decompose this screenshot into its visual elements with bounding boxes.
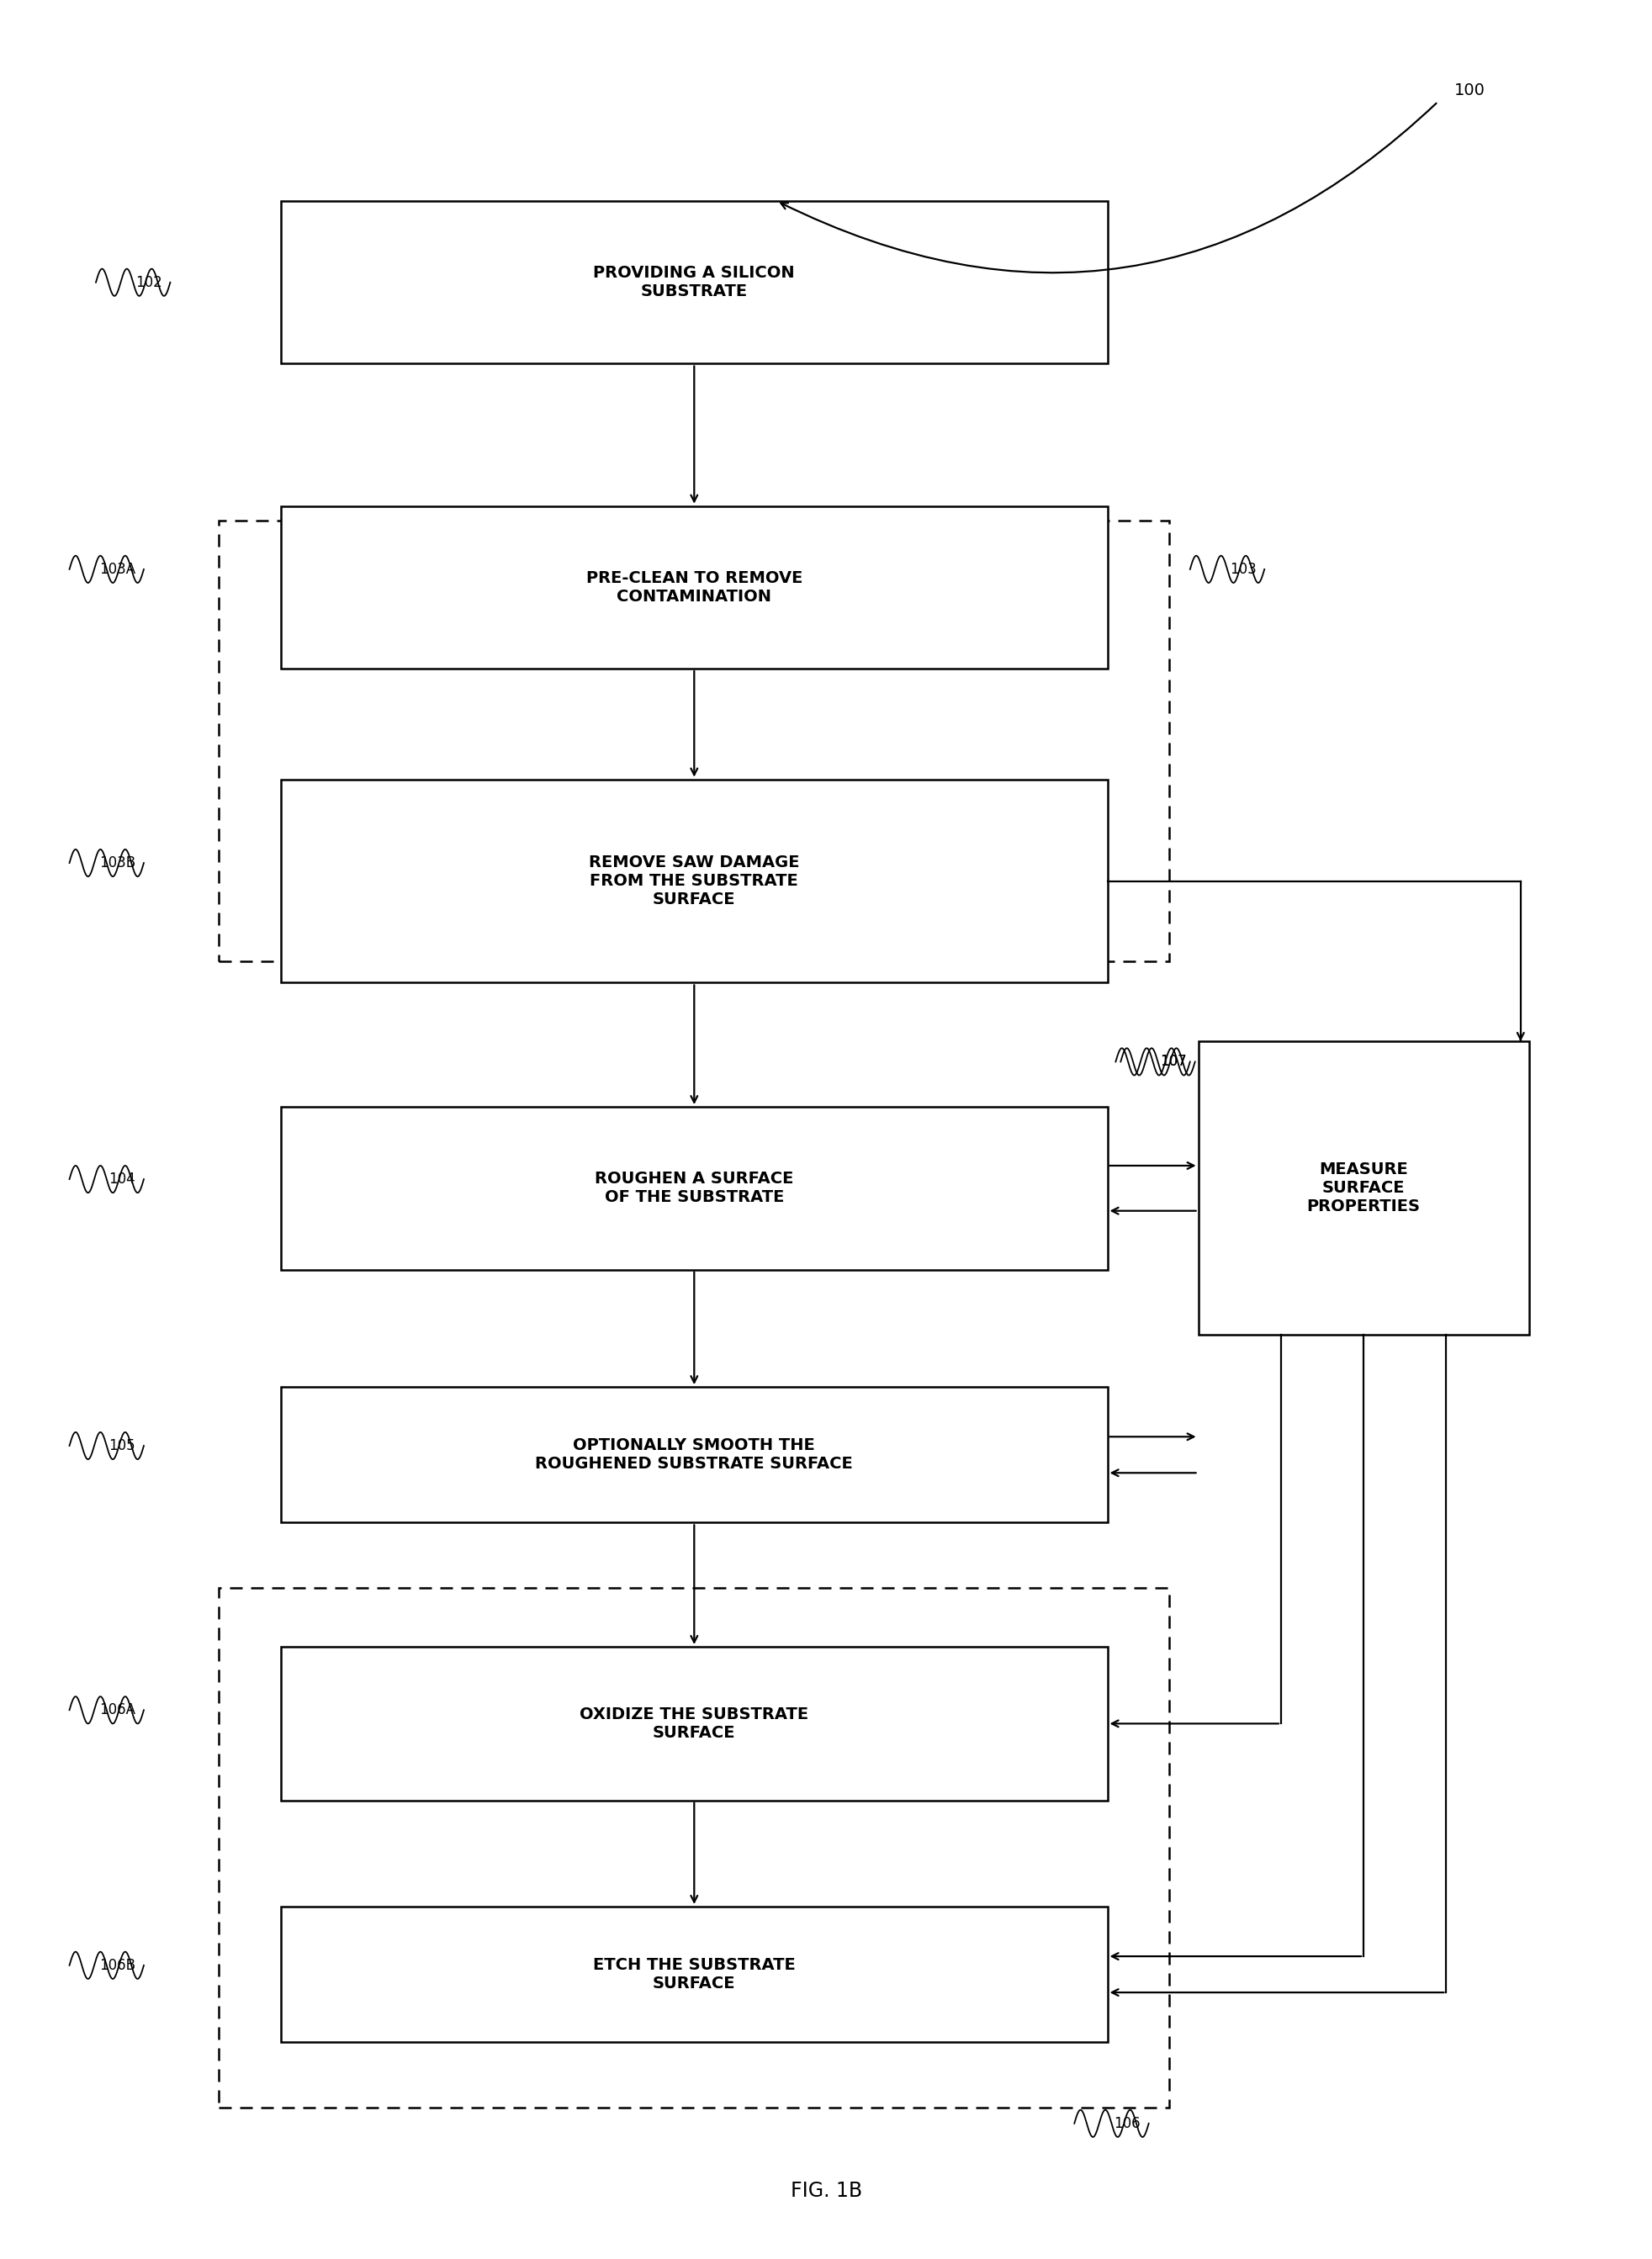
Bar bbox=[1198, 1041, 1528, 1335]
Text: 100: 100 bbox=[1454, 81, 1485, 99]
Text: OXIDIZE THE SUBSTRATE
SURFACE: OXIDIZE THE SUBSTRATE SURFACE bbox=[580, 1706, 808, 1742]
Text: 105: 105 bbox=[109, 1439, 135, 1453]
Bar bbox=[281, 1647, 1107, 1800]
Text: 106B: 106B bbox=[99, 1959, 135, 1972]
Bar bbox=[281, 1107, 1107, 1270]
Text: FIG. 1B: FIG. 1B bbox=[790, 2182, 862, 2200]
Text: REMOVE SAW DAMAGE
FROM THE SUBSTRATE
SURFACE: REMOVE SAW DAMAGE FROM THE SUBSTRATE SUR… bbox=[588, 854, 800, 908]
Text: 106A: 106A bbox=[99, 1703, 135, 1717]
Text: 106: 106 bbox=[1113, 2117, 1140, 2130]
Bar bbox=[281, 1387, 1107, 1523]
Text: 102: 102 bbox=[135, 276, 162, 289]
Text: MEASURE
SURFACE
PROPERTIES: MEASURE SURFACE PROPERTIES bbox=[1307, 1161, 1419, 1215]
Bar bbox=[281, 1907, 1107, 2042]
Bar bbox=[220, 520, 1170, 962]
Text: 104: 104 bbox=[109, 1172, 135, 1186]
Text: 107: 107 bbox=[1160, 1055, 1186, 1069]
Text: OPTIONALLY SMOOTH THE
ROUGHENED SUBSTRATE SURFACE: OPTIONALLY SMOOTH THE ROUGHENED SUBSTRAT… bbox=[535, 1437, 852, 1473]
Text: PRE-CLEAN TO REMOVE
CONTAMINATION: PRE-CLEAN TO REMOVE CONTAMINATION bbox=[586, 569, 801, 605]
Bar bbox=[281, 506, 1107, 669]
Text: ETCH THE SUBSTRATE
SURFACE: ETCH THE SUBSTRATE SURFACE bbox=[593, 1956, 795, 1992]
Text: 107: 107 bbox=[1160, 1055, 1186, 1069]
Bar bbox=[281, 779, 1107, 983]
Text: 103B: 103B bbox=[99, 856, 135, 870]
Text: 103A: 103A bbox=[99, 562, 135, 576]
Text: 103: 103 bbox=[1229, 562, 1256, 576]
Bar bbox=[281, 201, 1107, 364]
Text: PROVIDING A SILICON
SUBSTRATE: PROVIDING A SILICON SUBSTRATE bbox=[593, 264, 795, 300]
Text: ROUGHEN A SURFACE
OF THE SUBSTRATE: ROUGHEN A SURFACE OF THE SUBSTRATE bbox=[595, 1170, 793, 1206]
Bar bbox=[220, 1588, 1170, 2108]
